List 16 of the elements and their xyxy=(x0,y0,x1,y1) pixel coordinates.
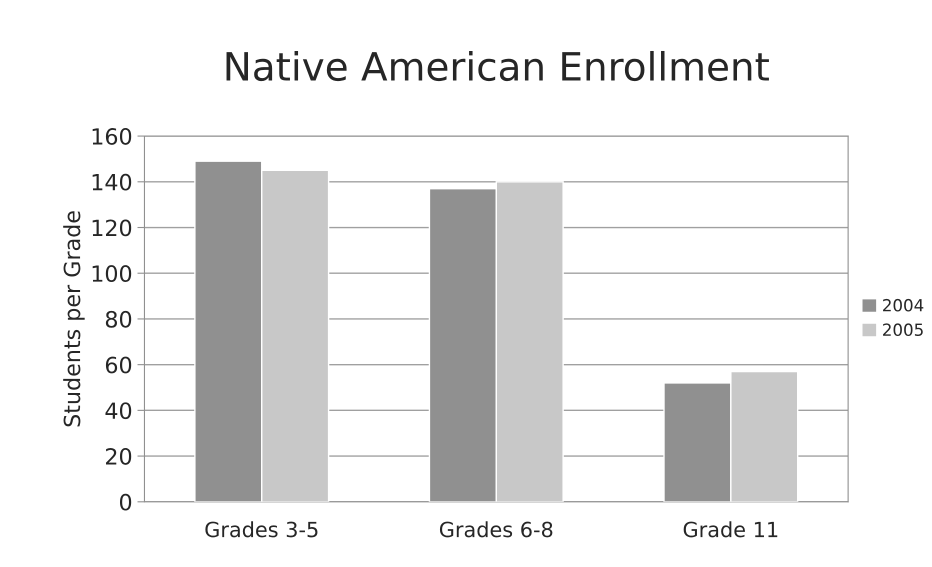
legend-label: 2005 xyxy=(883,323,923,336)
y-tick-label: 140 xyxy=(92,174,132,191)
chart-title: Native American Enrollment xyxy=(226,50,769,82)
y-axis-title: Students per Grade xyxy=(63,211,85,426)
y-tick-label: 100 xyxy=(92,265,132,282)
y-tick-label: 60 xyxy=(106,356,132,374)
y-tick-label: 0 xyxy=(120,494,132,511)
y-tick-label: 120 xyxy=(92,219,132,236)
y-tick-label: 20 xyxy=(106,448,132,465)
y-tick-label: 80 xyxy=(106,310,132,328)
y-tick-label: 40 xyxy=(105,402,132,420)
x-tick-label: Grades 3-5 xyxy=(205,521,318,538)
x-tick-label: Grade 11 xyxy=(684,521,778,538)
y-tick-label: 160 xyxy=(92,128,132,145)
x-tick-label: Grades 6-8 xyxy=(440,521,552,538)
legend-label: 2004 xyxy=(883,298,924,312)
